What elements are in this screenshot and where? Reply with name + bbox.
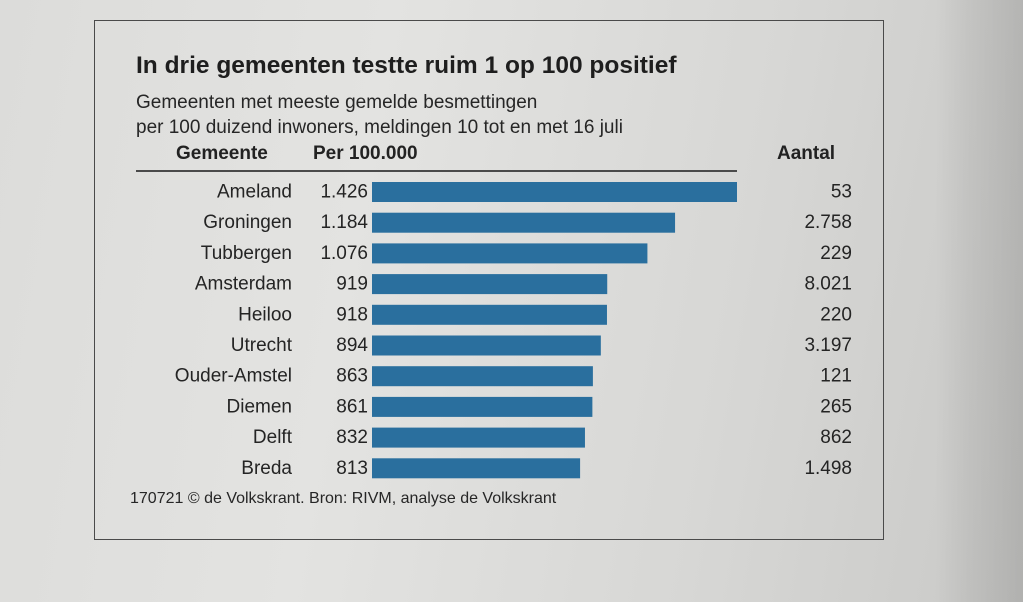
row-gemeente-label: Tubbergen <box>201 243 292 264</box>
row-per-100000-value: 1.426 <box>320 182 368 203</box>
row-aantal-value: 2.758 <box>804 212 852 233</box>
bar <box>372 427 585 448</box>
row-gemeente-label: Diemen <box>227 396 292 417</box>
row-per-100000-value: 894 <box>336 335 368 356</box>
column-header-aantal: Aantal <box>777 143 836 164</box>
graphic-frame <box>94 20 884 540</box>
row-gemeente-label: Delft <box>253 427 293 448</box>
bar <box>372 182 737 202</box>
row-aantal-value: 121 <box>820 366 852 387</box>
row-aantal-value: 8.021 <box>804 274 852 295</box>
bar <box>372 243 648 264</box>
row-per-100000-value: 1.184 <box>320 212 368 233</box>
row-per-100000-value: 918 <box>336 304 368 325</box>
row-aantal-value: 229 <box>820 243 852 264</box>
row-gemeente-label: Ouder-Amstel <box>175 366 292 387</box>
row-gemeente-label: Ameland <box>217 182 292 203</box>
row-per-100000-value: 863 <box>336 366 368 387</box>
row-gemeente-label: Amsterdam <box>195 274 292 295</box>
row-gemeente-label: Groningen <box>203 212 292 233</box>
row-aantal-value: 1.498 <box>804 458 852 479</box>
row-gemeente-label: Utrecht <box>231 335 293 356</box>
row-per-100000-value: 861 <box>336 396 368 417</box>
row-aantal-value: 862 <box>820 427 852 448</box>
bar <box>372 396 593 417</box>
row-per-100000-value: 919 <box>336 274 368 295</box>
bar <box>372 304 607 325</box>
row-aantal-value: 265 <box>820 396 852 417</box>
bar <box>372 335 601 356</box>
bar <box>372 458 581 479</box>
row-per-100000-value: 832 <box>336 427 368 448</box>
row-per-100000-value: 813 <box>336 458 368 479</box>
source-credit: 170721 © de Volkskrant. Bron: RIVM, anal… <box>130 490 557 507</box>
row-aantal-value: 53 <box>831 182 852 203</box>
subtitle-line-1: Gemeenten met meeste gemelde besmettinge… <box>136 92 538 113</box>
bar <box>372 366 593 387</box>
subtitle-line-2: per 100 duizend inwoners, meldingen 10 t… <box>136 117 623 138</box>
row-gemeente-label: Heiloo <box>238 304 292 325</box>
row-aantal-value: 220 <box>820 304 852 325</box>
row-gemeente-label: Breda <box>241 458 292 479</box>
chart-title: In drie gemeenten testte ruim 1 op 100 p… <box>136 52 677 79</box>
bar <box>372 274 608 295</box>
row-per-100000-value: 1.076 <box>320 243 368 264</box>
column-header-gemeente: Gemeente <box>176 143 268 164</box>
row-aantal-value: 3.197 <box>804 335 852 356</box>
bar <box>372 212 676 233</box>
column-header-per-100000: Per 100.000 <box>313 143 418 164</box>
header-rule <box>136 170 737 172</box>
paper-shadow <box>935 0 1023 602</box>
chart-subtitle: Gemeenten met meeste gemelde besmettinge… <box>136 90 623 140</box>
